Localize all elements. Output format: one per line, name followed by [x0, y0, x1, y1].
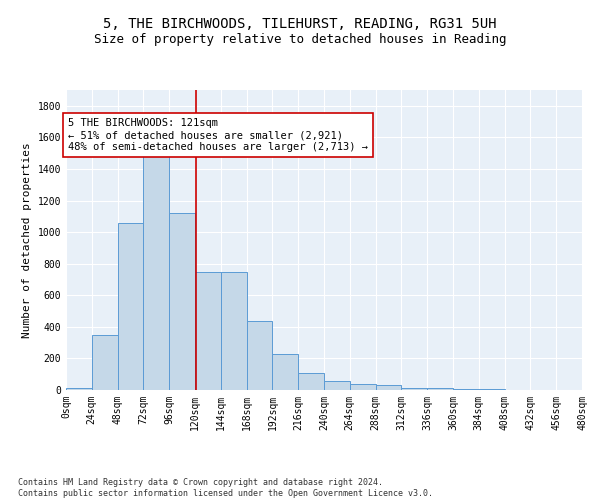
Bar: [221, 272, 247, 390]
Bar: [376, 386, 401, 390]
Bar: [324, 382, 350, 390]
Text: Size of property relative to detached houses in Reading: Size of property relative to detached ho…: [94, 32, 506, 46]
Bar: [479, 389, 505, 390]
Bar: [298, 372, 324, 390]
Bar: [169, 213, 195, 390]
Bar: [401, 388, 427, 390]
Bar: [272, 354, 298, 390]
Text: Contains HM Land Registry data © Crown copyright and database right 2024.
Contai: Contains HM Land Registry data © Crown c…: [18, 478, 433, 498]
Bar: [92, 334, 118, 390]
Bar: [350, 384, 376, 390]
Text: 5 THE BIRCHWOODS: 121sqm
← 51% of detached houses are smaller (2,921)
48% of sem: 5 THE BIRCHWOODS: 121sqm ← 51% of detach…: [68, 118, 368, 152]
Text: 5, THE BIRCHWOODS, TILEHURST, READING, RG31 5UH: 5, THE BIRCHWOODS, TILEHURST, READING, R…: [103, 18, 497, 32]
Bar: [247, 320, 272, 390]
Bar: [143, 156, 169, 390]
Bar: [118, 222, 143, 390]
Bar: [195, 272, 221, 390]
Bar: [453, 389, 479, 390]
Y-axis label: Number of detached properties: Number of detached properties: [22, 142, 32, 338]
Bar: [427, 388, 453, 390]
Bar: [66, 388, 92, 390]
